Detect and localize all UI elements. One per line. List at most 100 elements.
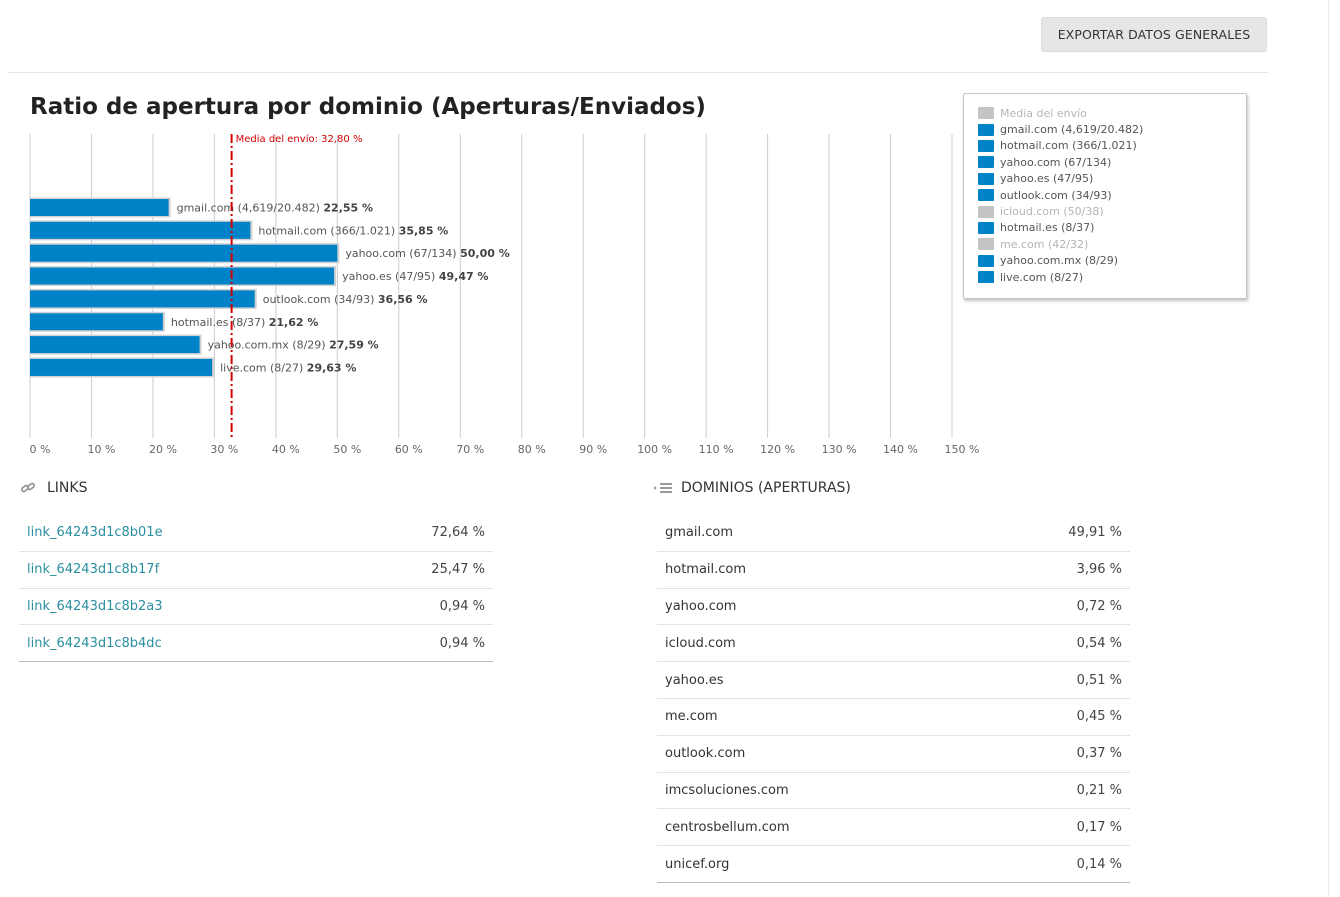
legend-swatch [978, 189, 994, 202]
legend-swatch [978, 254, 994, 267]
domains-table: gmail.com 49,91 % hotmail.com 3,96 % yahoo.c… [657, 515, 1130, 883]
table-row: link_64243d1c8b01e 72,64 % [19, 515, 493, 552]
table-row: centrosbellum.com 0,17 % [657, 809, 1130, 847]
x-tick-label: 20 % [149, 443, 177, 456]
domain-name: me.com [665, 709, 718, 725]
table-row: unicef.org 0,14 % [657, 846, 1130, 883]
bar-value-label: 36,56 % [378, 293, 428, 306]
domain-name: yahoo.com [665, 598, 737, 614]
right-divider [1328, 0, 1329, 897]
domain-name: outlook.com [665, 746, 746, 762]
legend-label: Media del envío [1000, 106, 1087, 120]
legend-label: hotmail.com (366/1.021) [1000, 139, 1137, 153]
table-row: yahoo.com 0,72 % [657, 589, 1130, 626]
table-row: yahoo.es 0,51 % [657, 662, 1130, 699]
domain-name: gmail.com [665, 525, 734, 541]
bar-value-label: 29,63 % [307, 361, 357, 374]
legend-item[interactable]: yahoo.com.mx (8/29) [978, 253, 1246, 269]
legend-item[interactable]: icloud.com (50/38) [978, 203, 1246, 219]
legend-swatch [978, 123, 994, 136]
legend-label: yahoo.es (47/95) [1000, 172, 1094, 186]
bar-label: hotmail.es (8/37) 21,62 % [171, 316, 319, 329]
domain-percentage: 0,21 % [1076, 782, 1122, 798]
link-name[interactable]: link_64243d1c8b4dc [27, 635, 162, 651]
open-rate-bar-chart: 0 % 10 % 20 % 30 % 40 % 50 % 60 % 70 % 80 % 90 % 1… [29, 133, 979, 456]
domain-name: yahoo.es [665, 672, 724, 688]
link-percentage: 72,64 % [431, 525, 485, 541]
table-row: outlook.com 0,37 % [657, 736, 1130, 773]
bar-label: hotmail.com (366/1.021) 35,85 % [258, 224, 448, 237]
legend-item[interactable]: me.com (42/32) [978, 236, 1246, 252]
legend-item[interactable]: live.com (8/27) [978, 269, 1246, 285]
bar-value-label: 49,47 % [439, 270, 489, 283]
x-tick-label: 80 % [518, 443, 546, 456]
bar [30, 290, 255, 308]
legend-swatch [978, 156, 994, 169]
x-tick-label: 120 % [760, 443, 795, 456]
bar [30, 358, 213, 376]
bar-category-label: hotmail.es (8/37) [171, 316, 269, 329]
domain-percentage: 0,54 % [1076, 635, 1122, 651]
link-name[interactable]: link_64243d1c8b01e [27, 525, 163, 541]
table-row: link_64243d1c8b17f 25,47 % [19, 552, 493, 589]
domain-percentage: 0,17 % [1076, 819, 1122, 835]
x-tick-label: 60 % [395, 443, 423, 456]
bar [30, 199, 169, 216]
legend-item[interactable]: Media del envío [978, 105, 1246, 121]
legend-swatch [978, 139, 994, 152]
legend-swatch [978, 221, 994, 234]
legend-label: icloud.com (50/38) [1000, 205, 1104, 219]
link-name[interactable]: link_64243d1c8b2a3 [27, 598, 163, 614]
legend-swatch [978, 238, 994, 251]
legend-item[interactable]: yahoo.es (47/95) [978, 171, 1246, 187]
bar [30, 313, 163, 331]
x-tick-label: 130 % [822, 443, 857, 456]
bar-category-label: yahoo.com (67/134) [345, 247, 460, 260]
bar [30, 244, 338, 262]
x-tick-label: 100 % [637, 443, 672, 456]
domains-title: DOMINIOS (APERTURAS) [681, 480, 851, 496]
links-section-header: LINKS [20, 480, 87, 496]
link-icon [20, 481, 38, 495]
list-icon [654, 481, 672, 495]
x-tick-label: 30 % [210, 443, 238, 456]
domain-name: imcsoluciones.com [665, 782, 789, 798]
legend-label: gmail.com (4,619/20.482) [1000, 123, 1144, 137]
legend-item[interactable]: gmail.com (4,619/20.482) [978, 121, 1246, 137]
domain-percentage: 3,96 % [1076, 562, 1122, 578]
link-percentage: 0,94 % [439, 635, 485, 651]
legend-swatch [978, 271, 994, 284]
link-name[interactable]: link_64243d1c8b17f [27, 562, 160, 578]
domain-percentage: 0,51 % [1076, 672, 1122, 688]
links-table: link_64243d1c8b01e 72,64 % link_64243d1c8b… [19, 515, 493, 663]
legend-item[interactable]: hotmail.es (8/37) [978, 220, 1246, 236]
bar-label: outlook.com (34/93) 36,56 % [263, 293, 428, 306]
legend-item[interactable]: hotmail.com (366/1.021) [978, 138, 1246, 154]
table-row: imcsoluciones.com 0,21 % [657, 773, 1130, 810]
legend-swatch [978, 107, 994, 120]
bar-category-label: live.com (8/27) [220, 361, 307, 374]
bar [30, 221, 251, 239]
domain-percentage: 0,45 % [1076, 709, 1122, 725]
top-divider [8, 72, 1268, 73]
bar-value-label: 21,62 % [269, 316, 319, 329]
domain-name: hotmail.com [665, 562, 747, 578]
table-row: hotmail.com 3,96 % [657, 552, 1130, 589]
export-general-data-button[interactable]: EXPORTAR DATOS GENERALES [1041, 17, 1267, 52]
x-tick-label: 10 % [87, 443, 115, 456]
domain-percentage: 0,72 % [1076, 598, 1122, 614]
bar-category-label: yahoo.com.mx (8/29) [208, 339, 329, 352]
links-title: LINKS [47, 480, 88, 496]
legend-label: outlook.com (34/93) [1000, 188, 1112, 202]
legend-item[interactable]: outlook.com (34/93) [978, 187, 1246, 203]
chart-legend: Media del envío gmail.com (4,619/20.482) h… [963, 93, 1247, 299]
legend-item[interactable]: yahoo.com (67/134) [978, 154, 1246, 170]
bar-value-label: 22,55 % [323, 202, 373, 215]
legend-label: me.com (42/32) [1000, 237, 1089, 251]
domains-section-header: DOMINIOS (APERTURAS) [654, 480, 851, 496]
bar-label: yahoo.com.mx (8/29) 27,59 % [208, 339, 379, 352]
domain-name: icloud.com [665, 635, 736, 651]
domain-percentage: 0,37 % [1076, 746, 1122, 762]
x-tick-label: 150 % [945, 443, 980, 456]
legend-label: yahoo.com (67/134) [1000, 155, 1112, 169]
